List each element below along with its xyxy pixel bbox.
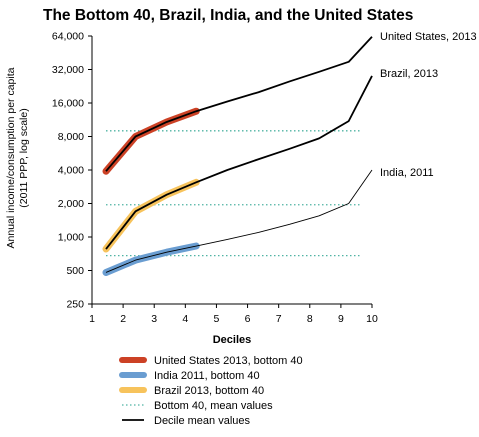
series-line bbox=[105, 75, 373, 250]
series-line bbox=[105, 36, 373, 172]
x-tick-label: 10 bbox=[366, 313, 378, 325]
y-tick-label: 32,000 bbox=[52, 64, 84, 76]
series-annotations: United States, 2013 Brazil, 2013 India, 20… bbox=[380, 31, 477, 179]
legend: United States 2013, bottom 40 India 2011,… bbox=[119, 355, 303, 427]
y-tick-label: 250 bbox=[66, 299, 84, 311]
bottom40-highlight bbox=[102, 178, 200, 253]
series-annotation: India, 2011 bbox=[380, 167, 434, 179]
x-tick-label: 9 bbox=[338, 313, 344, 325]
y-axis-label: Annual income/consumption per capita (20… bbox=[5, 67, 30, 248]
y-tick-label: 64,000 bbox=[52, 31, 84, 43]
legend-entry-label: Bottom 40, mean values bbox=[154, 400, 273, 412]
decile-lines bbox=[105, 36, 373, 273]
x-tick-label: 7 bbox=[276, 313, 282, 325]
x-tick-label: 8 bbox=[307, 313, 313, 325]
bottom40-highlights bbox=[102, 107, 200, 276]
legend-entry-label: United States 2013, bottom 40 bbox=[154, 355, 303, 367]
y-tick-label: 2,000 bbox=[58, 198, 84, 210]
legend-entry-label: Decile mean values bbox=[154, 415, 250, 427]
chart-title: The Bottom 40, Brazil, India, and the Un… bbox=[43, 7, 413, 24]
y-tick-label: 500 bbox=[66, 265, 84, 277]
x-tick-label: 6 bbox=[245, 313, 251, 325]
bottom40-highlight bbox=[102, 107, 200, 175]
y-tick-label: 4,000 bbox=[58, 165, 84, 177]
y-axis-label-line-1: Annual income/consumption per capita bbox=[5, 67, 17, 248]
bottom40-mean-lines bbox=[106, 130, 360, 257]
axes: 2505001,0002,0004,0008,00016,00032,00064… bbox=[52, 31, 378, 326]
bottom40-highlight bbox=[102, 242, 200, 276]
x-tick-label: 4 bbox=[182, 313, 188, 325]
x-tick-label: 5 bbox=[214, 313, 220, 325]
series-annotation: United States, 2013 bbox=[380, 31, 477, 43]
series-annotation: Brazil, 2013 bbox=[380, 68, 438, 80]
y-tick-label: 8,000 bbox=[58, 131, 84, 143]
x-tick-label: 2 bbox=[120, 313, 126, 325]
x-tick-label: 1 bbox=[89, 313, 95, 325]
x-axis-label: Deciles bbox=[213, 334, 252, 346]
y-tick-label: 1,000 bbox=[58, 232, 84, 244]
legend-entry-label: Brazil 2013, bottom 40 bbox=[154, 385, 264, 397]
y-axis-label-line-2: (2011 PPP, log scale) bbox=[18, 108, 30, 207]
series-line bbox=[105, 169, 373, 273]
y-tick-label: 16,000 bbox=[52, 98, 84, 110]
legend-entry-label: India 2011, bottom 40 bbox=[154, 370, 260, 382]
x-tick-label: 3 bbox=[151, 313, 157, 325]
